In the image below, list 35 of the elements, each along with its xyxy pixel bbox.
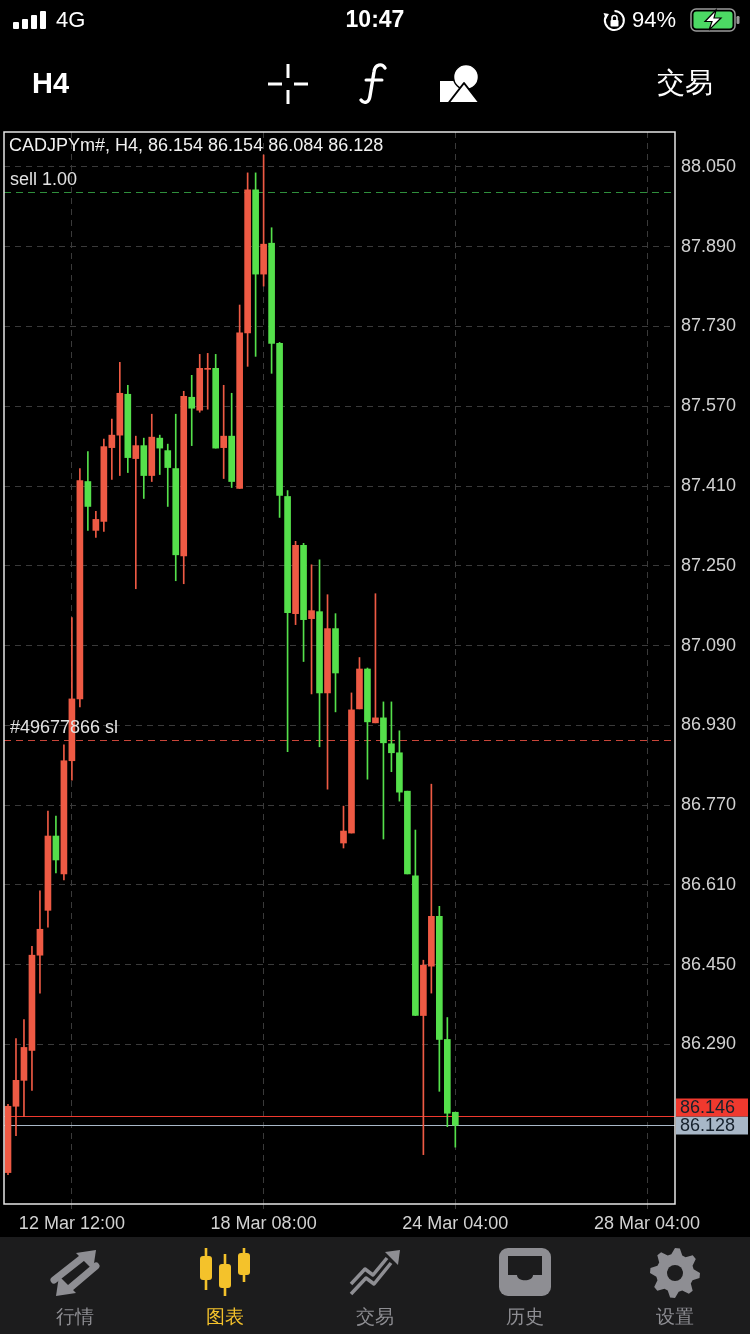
candlestick [188,374,196,446]
y-tick-label: 86.770 [681,794,737,815]
text: H4 [32,67,70,99]
text: 历史 [505,1306,545,1327]
x-tick-label: 12 Mar 12:00 [18,1212,125,1233]
y-tick-label: 86.610 [681,873,737,894]
candlestick [132,435,140,590]
text: 10:47 [345,6,405,32]
text: 4G [56,7,86,32]
y-tick-label: 87.570 [681,395,737,416]
y-tick-label: 86.450 [681,953,737,974]
text: 设置 [655,1306,695,1327]
text: 图表 [205,1306,245,1327]
x-tick-label: 18 Mar 08:00 [210,1212,317,1233]
text: 交易 [355,1306,395,1327]
ref-line-label: sell 1.00 [10,169,78,190]
chart-title: CADJPYm#, H4, 86.154 86.154 86.084 86.128 [9,134,384,155]
x-tick-label: 28 Mar 04:00 [594,1212,701,1233]
y-tick-label: 87.890 [681,235,737,256]
y-tick-label: 87.410 [681,474,737,495]
y-tick-label: 87.250 [681,554,737,575]
y-tick-label: 86.930 [681,714,737,735]
ref-line-label: 86.128 [680,1115,736,1136]
y-tick-label: 87.730 [681,315,737,336]
y-tick-label: 88.050 [681,155,737,176]
ref-line-label: 86.146 [680,1097,736,1118]
x-tick-label: 24 Mar 04:00 [402,1212,509,1233]
candlestick [156,434,164,475]
candlestick [220,384,227,479]
y-tick-label: 87.090 [681,634,737,655]
y-tick-label: 86.290 [681,1033,737,1054]
candlestick [108,418,116,480]
text: 94% [632,7,677,32]
text: 交易 [656,67,714,98]
text: 行情 [55,1306,95,1327]
